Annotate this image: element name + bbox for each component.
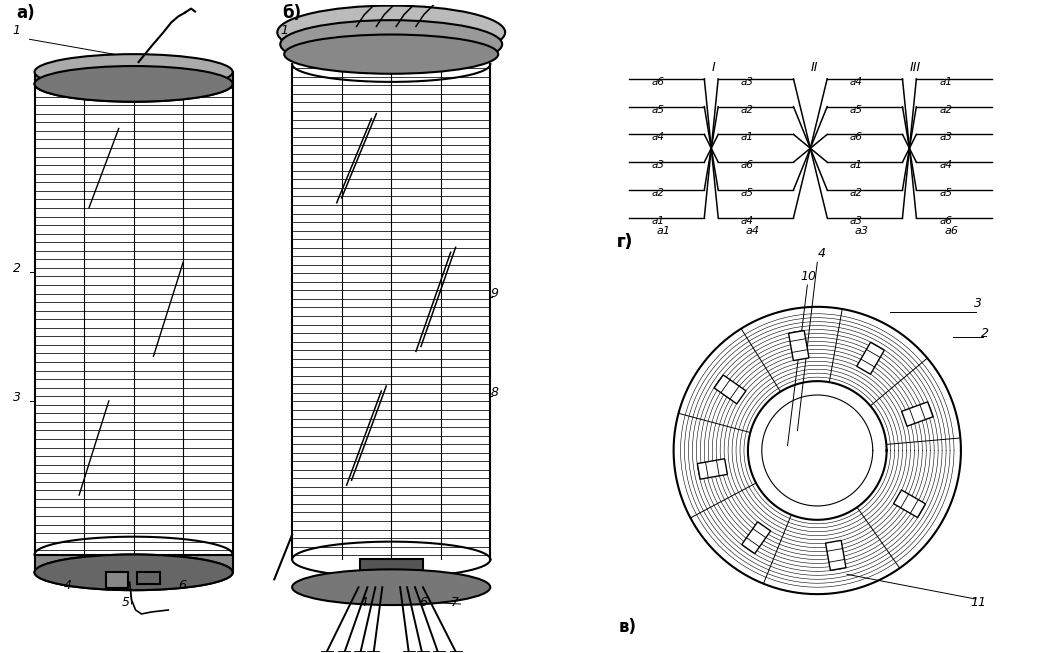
Text: 4: 4 [359,596,368,609]
Polygon shape [697,459,727,479]
Text: 9: 9 [490,287,498,300]
Ellipse shape [280,20,503,69]
Text: a1: a1 [939,77,952,87]
Ellipse shape [34,66,233,102]
Polygon shape [893,490,926,518]
Text: a5: a5 [850,104,863,115]
Text: 10: 10 [800,270,816,283]
Polygon shape [826,540,846,571]
Polygon shape [714,375,746,404]
Text: II: II [810,61,818,74]
Text: a2: a2 [939,104,952,115]
Text: 2: 2 [13,262,21,275]
Text: а): а) [17,5,36,22]
Ellipse shape [293,569,490,605]
Text: 6: 6 [419,596,427,609]
Text: a6: a6 [850,133,863,142]
Polygon shape [902,402,933,426]
Text: 4: 4 [64,579,72,592]
Text: г): г) [618,233,633,251]
Text: 2: 2 [981,326,989,340]
Ellipse shape [284,35,498,74]
Text: a6: a6 [939,215,952,225]
Text: 11: 11 [971,596,986,609]
Text: a4: a4 [652,133,665,142]
Text: a1: a1 [652,215,665,225]
Text: 3: 3 [974,297,982,310]
Polygon shape [789,330,809,360]
Text: в): в) [619,618,637,636]
Text: a1: a1 [741,133,754,142]
Text: a6: a6 [741,160,754,170]
Text: a2: a2 [850,188,863,198]
FancyBboxPatch shape [396,587,408,601]
Text: 8: 8 [490,386,498,399]
FancyBboxPatch shape [359,560,423,587]
Text: a1: a1 [656,227,671,236]
Text: a4: a4 [746,227,760,236]
Ellipse shape [34,554,233,590]
Text: 4: 4 [817,247,826,261]
Text: a3: a3 [652,160,665,170]
Text: 7: 7 [450,596,459,609]
Text: a5: a5 [652,104,665,115]
Text: 5: 5 [121,596,130,609]
Text: a4: a4 [741,215,754,225]
Text: a2: a2 [741,104,754,115]
Text: a3: a3 [855,227,869,236]
Text: I: I [712,61,715,74]
Text: б): б) [282,5,301,22]
FancyBboxPatch shape [34,72,233,84]
Text: г): г) [618,233,633,251]
Text: 1: 1 [13,24,21,37]
Ellipse shape [34,54,233,90]
Text: a1: a1 [850,160,863,170]
Text: a3: a3 [741,77,754,87]
Text: a2: a2 [652,188,665,198]
FancyBboxPatch shape [34,554,233,572]
Text: a5: a5 [741,188,754,198]
Text: a5: a5 [939,188,952,198]
FancyBboxPatch shape [373,587,388,601]
Text: a4: a4 [850,77,863,87]
Text: 3: 3 [13,391,21,404]
Text: a6: a6 [652,77,665,87]
Text: a6: a6 [944,227,958,236]
Text: 6: 6 [179,579,186,592]
Text: a3: a3 [850,215,863,225]
Text: a3: a3 [939,133,952,142]
Polygon shape [857,342,884,374]
Text: III: III [909,61,921,74]
Polygon shape [742,522,770,554]
Text: a4: a4 [939,160,952,170]
Text: 1: 1 [280,24,288,37]
FancyBboxPatch shape [137,572,160,584]
Ellipse shape [277,6,505,59]
FancyBboxPatch shape [106,572,127,588]
